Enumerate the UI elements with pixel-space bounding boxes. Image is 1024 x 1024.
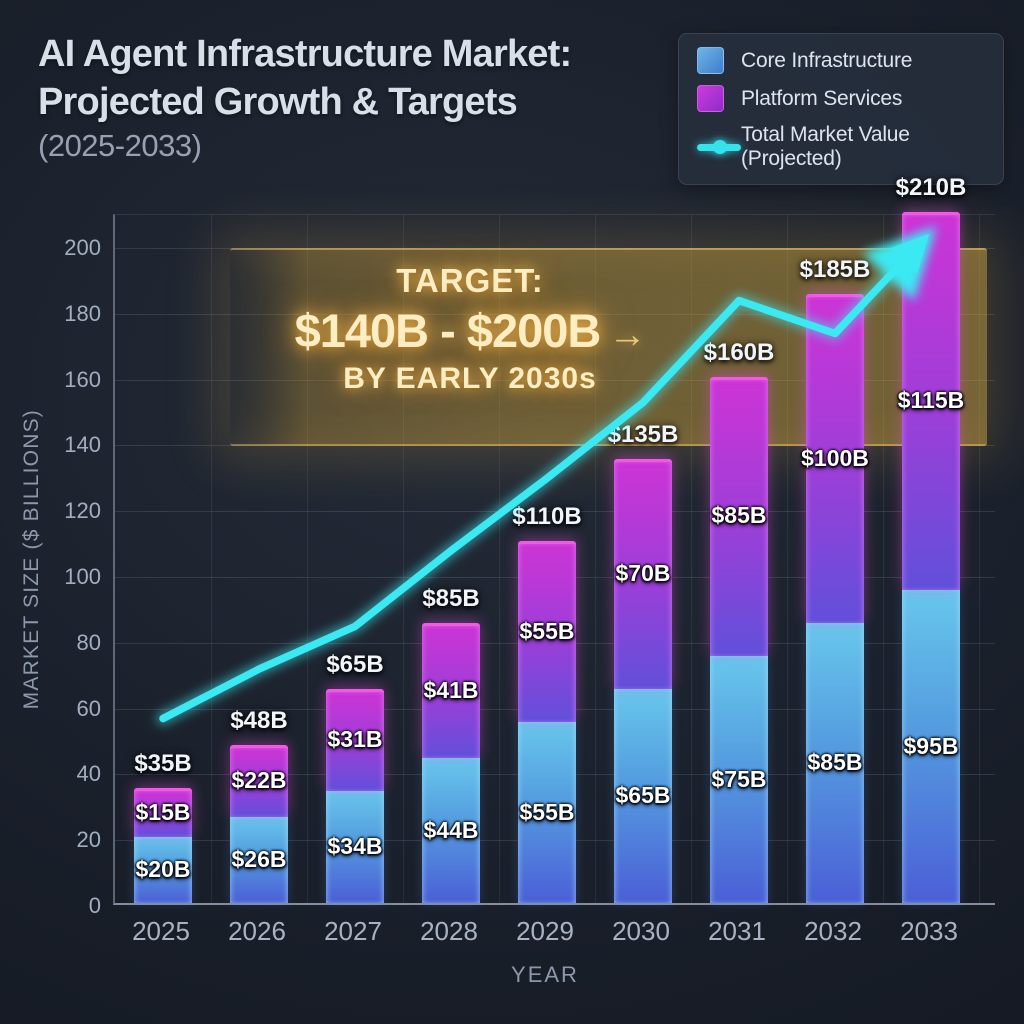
x-tick-2032: 2032: [804, 916, 862, 946]
core-segment-2025: [134, 837, 192, 903]
total-label-2032: $185B: [799, 256, 871, 284]
core-infrastructure-swatch-icon: [697, 47, 724, 74]
title-line-1: AI Agent Infrastructure Market:: [38, 33, 572, 75]
y-axis-label: MARKET SIZE ($ BILLIONS): [20, 409, 43, 710]
platform-services-swatch-icon: [697, 85, 724, 112]
y-tick-160: 160: [64, 366, 101, 392]
core-label-2028: $44B: [423, 816, 479, 843]
y-tick-20: 20: [76, 827, 101, 853]
y-tick-40: 40: [76, 761, 101, 787]
title-subtitle: (2025-2033): [38, 128, 202, 163]
y-tick-180: 180: [64, 300, 101, 326]
y-tick-80: 80: [76, 629, 101, 655]
platform-label-2031: $85B: [711, 502, 767, 529]
bar-group-2031: $75B $85B $160B: [691, 215, 787, 903]
bar-group-2033: $95B $115B $210B: [883, 174, 979, 903]
y-tick-0: 0: [88, 893, 101, 918]
core-segment-2029: [518, 722, 576, 903]
bar-group-2032: $85B $100B $185B: [787, 215, 883, 903]
core-label-2029: $55B: [519, 798, 575, 825]
platform-label-2027: $31B: [327, 726, 383, 753]
y-tick-140: 140: [64, 432, 101, 458]
y-tick-60: 60: [76, 695, 101, 721]
platform-label-2033: $115B: [897, 387, 965, 414]
total-label-2029: $110B: [512, 503, 582, 531]
bar-group-2030: $65B $70B $135B: [595, 215, 691, 903]
legend-item-core: Core Infrastructure: [689, 47, 989, 74]
x-tick-2026: 2026: [228, 916, 286, 946]
y-tick-100: 100: [64, 564, 101, 589]
legend-item-platform: Platform Services: [689, 85, 989, 112]
bar-group-2025: $20B $15B $35B: [115, 215, 211, 903]
bar-group-2029: $55B $55B $110B: [499, 215, 595, 903]
core-label-2032: $85B: [807, 749, 863, 776]
core-segment-2026: [230, 817, 288, 903]
core-label-2030: $65B: [615, 782, 671, 809]
total-label-2028: $85B: [422, 585, 480, 613]
legend-label: Total Market Value (Projected): [741, 123, 910, 170]
legend-label: Core Infrastructure: [741, 48, 913, 72]
bar-group-2027: $34B $31B $65B: [307, 215, 403, 903]
y-tick-120: 120: [64, 498, 101, 524]
total-label-2025: $35B: [134, 749, 192, 777]
core-segment-2028: [422, 758, 480, 903]
x-tick-2031: 2031: [708, 916, 766, 946]
core-label-2025: $20B: [135, 856, 191, 883]
legend-item-total-line: Total Market Value (Projected): [689, 123, 989, 171]
platform-segment-2026: [230, 745, 288, 818]
legend-swatch-zone: [689, 47, 741, 74]
legend-swatch-zone: [689, 139, 741, 154]
total-label-2027: $65B: [326, 651, 384, 679]
total-label-2026: $48B: [230, 707, 288, 735]
title-line-2: Projected Growth & Targets: [38, 81, 518, 123]
total-label-2033: $210B: [895, 174, 967, 202]
core-label-2033: $95B: [903, 732, 959, 759]
x-axis-label: YEAR: [511, 962, 579, 987]
trend-line-swatch-icon: [697, 139, 741, 154]
x-tick-2028: 2028: [420, 916, 478, 946]
x-tick-2025: 2025: [132, 916, 190, 946]
total-label-2030: $135B: [607, 420, 679, 448]
core-segment-2027: [326, 791, 384, 903]
legend-swatch-zone: [689, 85, 741, 112]
platform-label-2028: $41B: [423, 676, 479, 703]
x-tick-2029: 2029: [516, 916, 574, 946]
bar-group-2026: $26B $22B $48B: [211, 215, 307, 903]
platform-segment-2025: [134, 787, 192, 838]
platform-label-2030: $70B: [615, 560, 671, 586]
x-tick-2033: 2033: [900, 916, 958, 946]
x-tick-2027: 2027: [324, 916, 382, 946]
legend-label: Platform Services: [741, 86, 903, 110]
total-label-2031: $160B: [703, 338, 775, 366]
bar-group-2028: $44B $41B $85B: [403, 215, 499, 903]
platform-label-2025: $15B: [135, 798, 191, 825]
core-label-2027: $34B: [327, 833, 383, 860]
platform-label-2026: $22B: [231, 767, 287, 794]
v-gridline-9: [979, 215, 980, 903]
core-label-2031: $75B: [711, 765, 767, 792]
legend: Core Infrastructure Platform Services To…: [678, 33, 1004, 185]
page-title: AI Agent Infrastructure Market: Projecte…: [38, 30, 658, 164]
platform-label-2029: $55B: [519, 617, 575, 644]
core-label-2026: $26B: [231, 846, 287, 873]
y-tick-200: 200: [64, 235, 101, 260]
x-tick-2030: 2030: [612, 916, 670, 946]
platform-label-2032: $100B: [801, 444, 869, 471]
